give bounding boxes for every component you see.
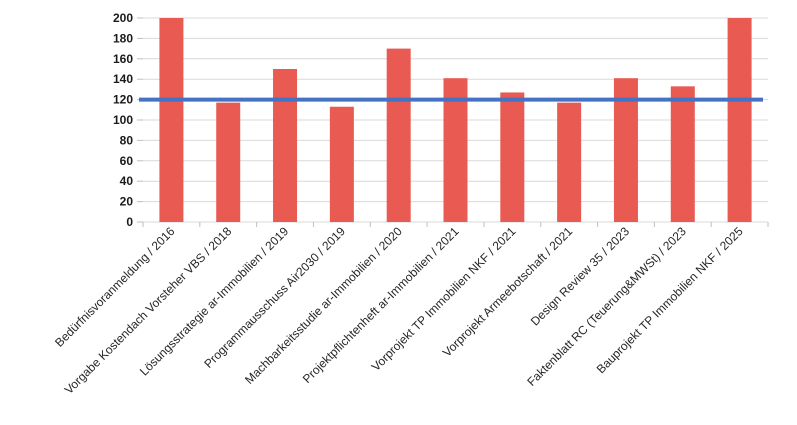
bar (557, 102, 582, 222)
y-axis-label: 100 (113, 113, 133, 127)
y-axis-label: 160 (113, 52, 133, 66)
bar (443, 78, 468, 223)
y-axis-label: 120 (113, 93, 133, 107)
bar (159, 18, 184, 222)
bar (329, 106, 354, 222)
bar (216, 102, 241, 222)
y-axis-label: 140 (113, 72, 133, 86)
y-axis-label: 80 (120, 133, 134, 147)
bar (500, 92, 525, 223)
y-axis-label: 0 (126, 215, 133, 229)
x-axis-label: Design Review 35 / 2023 (528, 224, 632, 328)
x-axis-label: Bedürfnisvoranmeldung / 2016 (52, 224, 178, 350)
bar (727, 18, 752, 222)
y-axis-label: 40 (120, 174, 134, 188)
bar (670, 86, 695, 222)
y-axis-label: 180 (113, 31, 133, 45)
y-axis-label: 20 (120, 195, 134, 209)
y-axis-label: 60 (120, 154, 134, 168)
bar (613, 78, 638, 223)
y-axis-label: 200 (113, 11, 133, 25)
bar (273, 69, 298, 222)
bar (386, 48, 411, 222)
